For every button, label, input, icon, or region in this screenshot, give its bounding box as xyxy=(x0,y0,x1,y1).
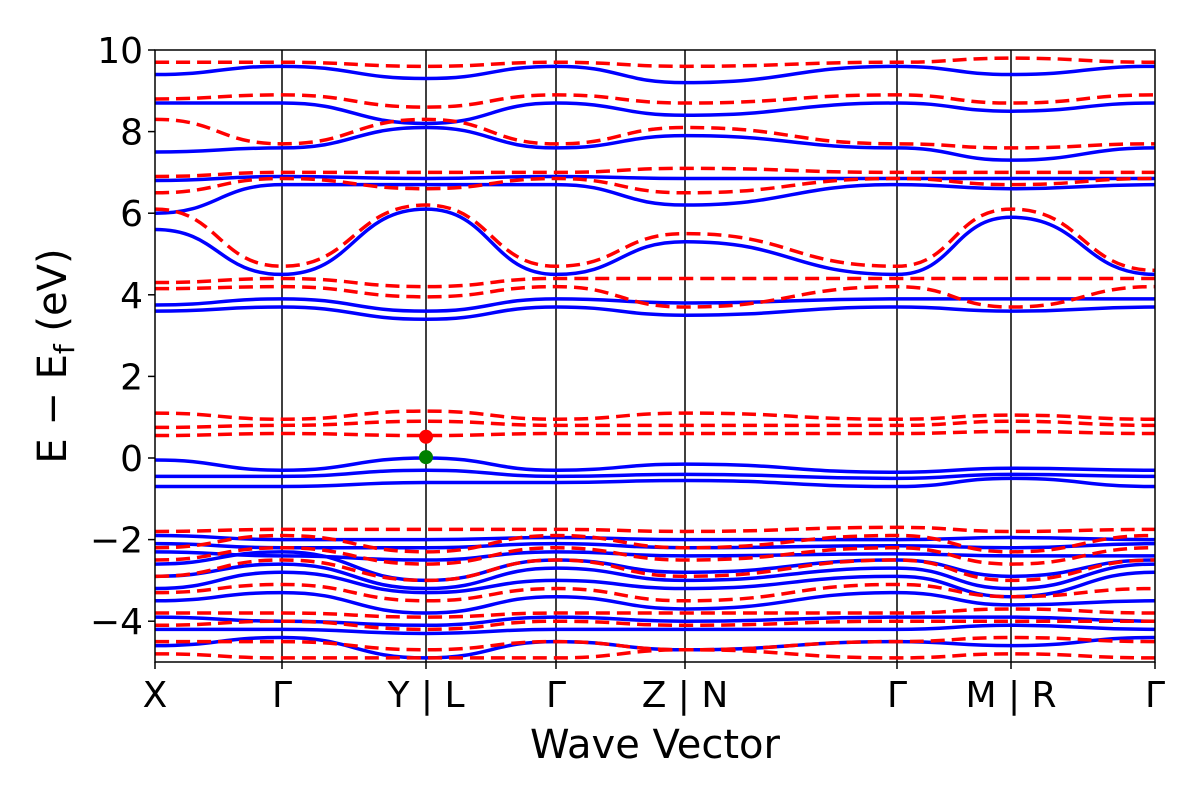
dashed-band-3 xyxy=(155,284,1155,309)
x-tick-label-3: Γ xyxy=(546,675,566,716)
plot-frame xyxy=(154,49,1156,663)
y-tick-label-1: −2 xyxy=(90,521,143,562)
y-tick-label-3: 2 xyxy=(120,357,143,398)
markers xyxy=(419,429,433,465)
solid-band-4 xyxy=(155,297,1155,313)
dashed-band-11 xyxy=(155,525,1155,534)
dashed-band-8 xyxy=(155,117,1155,150)
dashed-band-4 xyxy=(155,276,1155,289)
x-tick-label-0: X xyxy=(143,675,168,716)
y-tick-label-6: 8 xyxy=(120,113,143,154)
solid-band-17 xyxy=(155,590,1155,615)
dashed-band-0 xyxy=(155,429,1155,438)
x-tick-label-2: Y | L xyxy=(386,675,464,716)
solid-band-3 xyxy=(155,305,1155,322)
y-axis-label: E − Ef (eV) xyxy=(30,248,81,463)
x-tick-label-5: Γ xyxy=(887,675,907,716)
solid-band-1 xyxy=(155,468,1155,481)
marker-point-1 xyxy=(419,450,433,465)
dashed-band-5 xyxy=(155,203,1155,273)
y-ticks: −4 −2 0 2 4 6 8 10 xyxy=(90,31,155,643)
bands xyxy=(155,56,1155,660)
x-axis-label: Wave Vector xyxy=(530,722,781,768)
y-tick-label-4: 4 xyxy=(120,276,143,317)
dashed-band-2 xyxy=(155,409,1155,421)
x-tick-label-1: Γ xyxy=(272,675,292,716)
y-tick-label-7: 10 xyxy=(97,31,143,72)
solid-band-7 xyxy=(155,174,1155,183)
solid-band-19 xyxy=(155,623,1155,636)
dashed-band-18 xyxy=(155,635,1155,652)
dashed-band-7 xyxy=(155,166,1155,179)
dashed-band-14 xyxy=(155,558,1155,583)
solid-band-9 xyxy=(155,101,1155,126)
x-tick-label-7: Γ xyxy=(1145,675,1165,716)
y-tick-label-5: 6 xyxy=(120,194,143,235)
dashed-band-13 xyxy=(155,546,1155,566)
dashed-band-17 xyxy=(155,619,1155,632)
dashed-band-19 xyxy=(155,648,1155,660)
x-ticks: X Γ Y | L Γ Z | N Γ M | R Γ xyxy=(143,662,1165,716)
dashed-band-9 xyxy=(155,93,1155,109)
solid-band-5 xyxy=(155,207,1155,277)
solid-band-14 xyxy=(155,550,1155,583)
y-tick-label-0: −4 xyxy=(90,602,143,643)
dashed-band-10 xyxy=(155,56,1155,69)
solid-band-2 xyxy=(155,476,1155,489)
x-tick-label-4: Z | N xyxy=(642,675,729,716)
dashed-band-16 xyxy=(155,607,1155,619)
solid-band-0 xyxy=(155,456,1155,475)
x-tick-label-6: M | R xyxy=(965,675,1056,716)
solid-band-6 xyxy=(155,182,1155,215)
solid-band-11 xyxy=(155,533,1155,542)
dashed-band-15 xyxy=(155,582,1155,603)
dashed-band-6 xyxy=(155,176,1155,195)
y-tick-label-2: 0 xyxy=(120,439,143,480)
solid-band-15 xyxy=(155,562,1155,591)
solid-band-8 xyxy=(155,125,1155,162)
marker-point-0 xyxy=(419,429,433,444)
dashed-band-1 xyxy=(155,419,1155,430)
dashed-band-12 xyxy=(155,533,1155,554)
solid-band-10 xyxy=(155,64,1155,85)
